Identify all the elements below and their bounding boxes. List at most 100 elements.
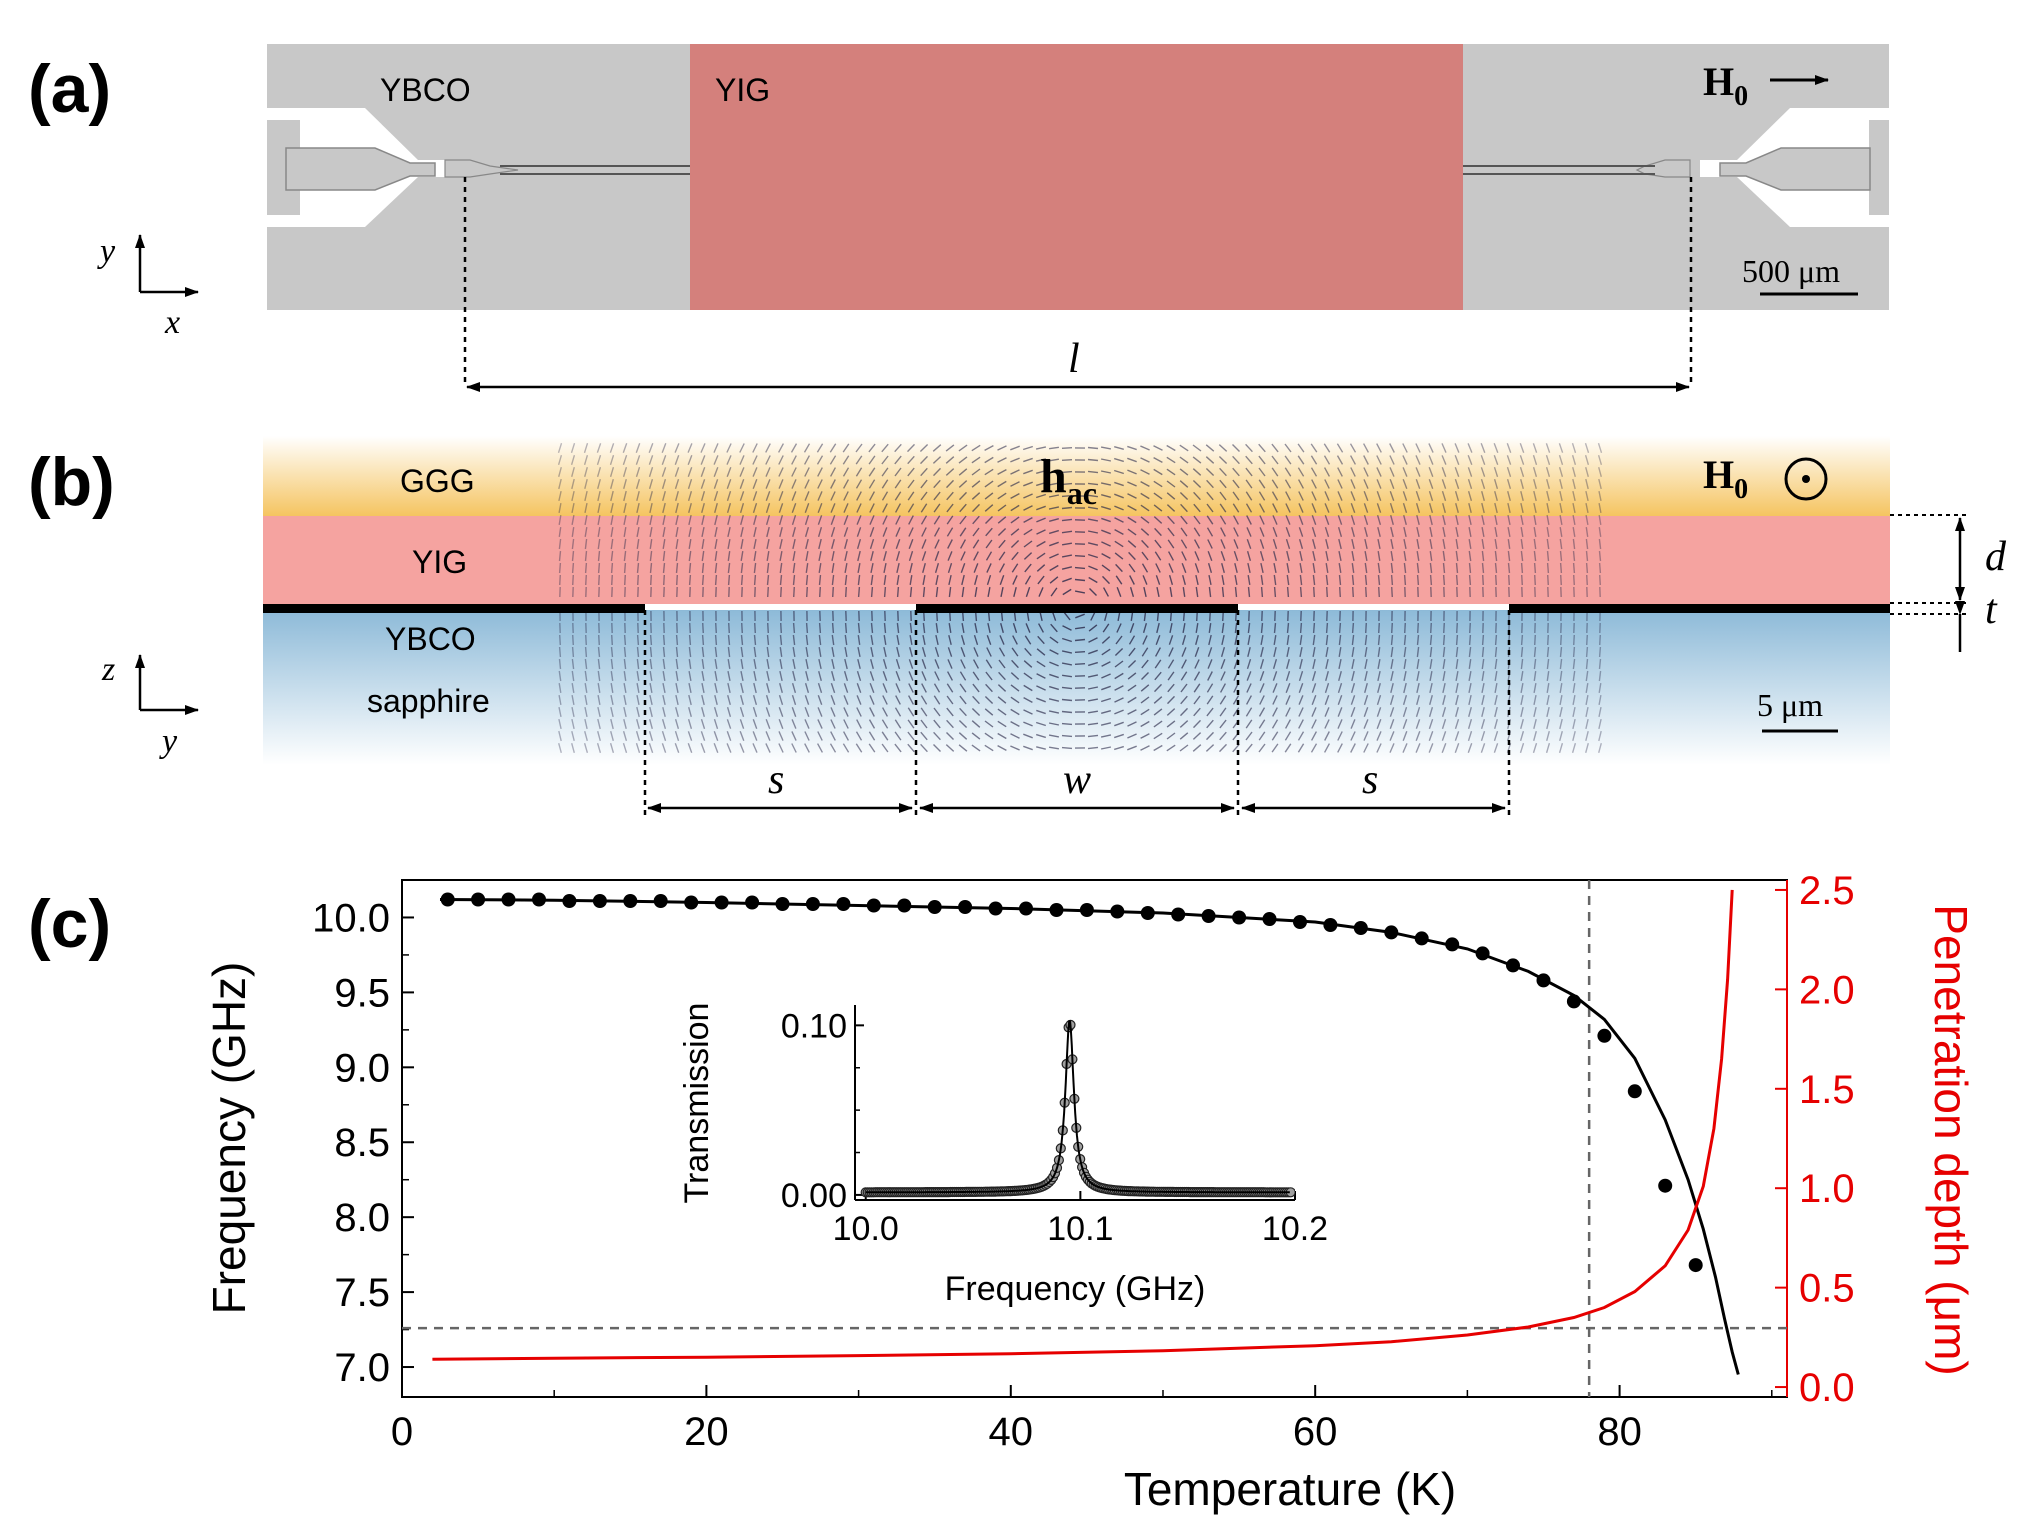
field-arrow bbox=[831, 634, 835, 646]
field-arrow bbox=[1154, 647, 1162, 657]
field-arrow bbox=[1429, 634, 1433, 646]
field-arrow bbox=[997, 708, 1007, 716]
field-arrow bbox=[857, 635, 861, 645]
field-arrow bbox=[727, 574, 731, 586]
field-arrow bbox=[1324, 526, 1330, 538]
field-arrow bbox=[1559, 731, 1563, 741]
field-arrow bbox=[1559, 718, 1563, 730]
field-arrow bbox=[1546, 671, 1550, 681]
y-tick-label: 9.0 bbox=[334, 1046, 390, 1090]
field-arrow bbox=[934, 646, 940, 658]
field-arrow bbox=[1061, 518, 1073, 522]
field-arrow bbox=[1468, 526, 1472, 538]
field-arrow bbox=[1441, 743, 1447, 753]
field-arrow bbox=[896, 634, 900, 646]
field-arrow bbox=[1166, 732, 1176, 740]
field-arrow bbox=[1467, 467, 1473, 477]
field-arrow bbox=[597, 658, 601, 670]
field-arrow bbox=[622, 443, 628, 453]
field-arrow bbox=[1546, 658, 1550, 670]
field-arrow bbox=[843, 695, 849, 705]
field-arrow bbox=[1546, 526, 1550, 538]
field-arrow bbox=[1141, 647, 1149, 657]
field-arrow bbox=[946, 671, 954, 681]
field-arrow bbox=[610, 490, 614, 502]
field-arrow bbox=[908, 550, 914, 562]
field-arrow bbox=[958, 719, 968, 729]
field-arrow bbox=[1558, 743, 1564, 753]
field-arrow bbox=[1533, 682, 1537, 694]
field-arrow bbox=[831, 622, 835, 634]
field-arrow bbox=[701, 646, 705, 658]
field-arrow bbox=[1260, 646, 1264, 658]
field-arrow bbox=[1533, 538, 1537, 550]
field-arrow bbox=[907, 731, 915, 741]
field-arrow bbox=[947, 539, 953, 549]
field-arrow bbox=[895, 551, 901, 561]
field-arrow bbox=[1364, 634, 1368, 646]
field-arrow bbox=[1048, 722, 1060, 726]
field-arrow bbox=[921, 659, 927, 669]
field-arrow bbox=[868, 719, 876, 729]
field-arrow bbox=[843, 515, 849, 525]
field-arrow bbox=[1429, 551, 1433, 561]
field-arrow bbox=[1128, 647, 1136, 657]
field-arrow bbox=[948, 622, 952, 634]
field-arrow bbox=[921, 647, 927, 657]
field-arrow bbox=[584, 538, 588, 550]
field-arrow bbox=[674, 743, 680, 753]
field-arrow bbox=[1468, 646, 1472, 658]
field-arrow bbox=[1416, 562, 1420, 574]
field-arrow bbox=[1101, 648, 1111, 656]
field-arrow bbox=[1074, 566, 1086, 570]
field-arrow bbox=[740, 574, 744, 586]
field-arrow bbox=[1313, 586, 1315, 598]
field-arrow bbox=[1166, 744, 1176, 752]
field-arrow bbox=[661, 743, 667, 753]
field-arrow bbox=[1024, 635, 1032, 645]
field-arrow bbox=[1389, 455, 1395, 465]
field-arrow bbox=[739, 455, 745, 465]
field-arrow bbox=[958, 444, 968, 452]
field-arrow bbox=[1325, 622, 1329, 634]
field-arrow bbox=[1376, 479, 1382, 489]
field-arrow bbox=[1023, 481, 1033, 487]
field-arrow bbox=[1101, 517, 1111, 523]
field-arrow bbox=[1598, 658, 1602, 670]
field-arrow bbox=[1455, 550, 1459, 562]
y-tick-label: 9.5 bbox=[334, 971, 390, 1015]
field-arrow bbox=[596, 743, 602, 753]
field-arrow bbox=[972, 683, 980, 693]
field-arrow bbox=[714, 695, 718, 705]
field-arrow bbox=[1061, 506, 1073, 510]
field-arrow bbox=[1455, 503, 1459, 513]
field-arrow bbox=[1558, 454, 1564, 466]
field-arrow bbox=[804, 479, 810, 489]
field-arrow bbox=[1140, 720, 1150, 728]
field-arrow bbox=[1153, 504, 1163, 512]
field-arrow bbox=[830, 719, 836, 729]
field-arrow bbox=[1559, 526, 1563, 538]
y-tick-label: 10.0 bbox=[312, 896, 390, 940]
field-arrow bbox=[1559, 658, 1563, 670]
field-arrow bbox=[1297, 467, 1305, 477]
field-arrow bbox=[1259, 539, 1265, 549]
field-arrow bbox=[623, 694, 627, 706]
field-arrow bbox=[1220, 551, 1226, 561]
field-arrow bbox=[572, 574, 574, 586]
field-arrow bbox=[1220, 527, 1226, 537]
field-arrow bbox=[662, 670, 666, 682]
field-arrow bbox=[1326, 586, 1328, 598]
field-arrow bbox=[985, 683, 993, 693]
field-arrow bbox=[1429, 658, 1433, 670]
field-arrow bbox=[817, 707, 823, 717]
field-arrow bbox=[1273, 574, 1277, 586]
field-arrow bbox=[687, 478, 693, 490]
field-arrow bbox=[1585, 467, 1589, 477]
field-arrow bbox=[1363, 731, 1369, 741]
field-arrow bbox=[713, 490, 719, 502]
field-arrow bbox=[1352, 586, 1354, 598]
field-arrow bbox=[1049, 553, 1059, 559]
field-arrow bbox=[1037, 575, 1045, 585]
field-arrow bbox=[1115, 635, 1123, 645]
